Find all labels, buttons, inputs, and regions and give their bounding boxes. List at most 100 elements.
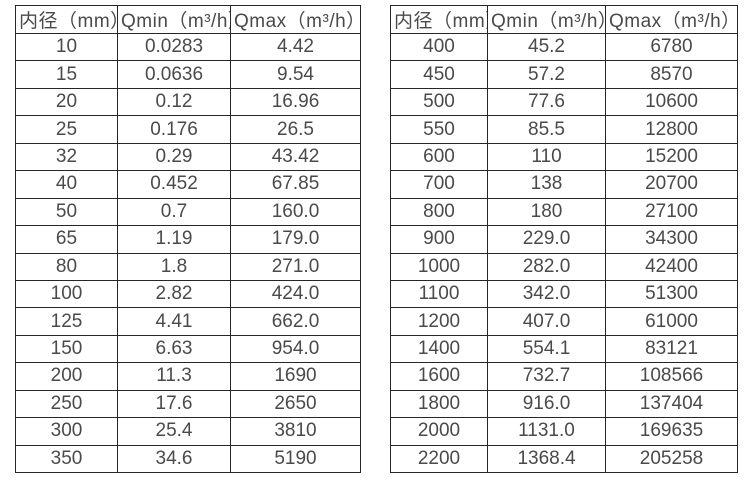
table-cell: 0.12 — [117, 87, 231, 117]
table-header-row: 内径（mm）Qmin（m³/h）Qmax（m³/h） — [390, 5, 738, 34]
column-header: 内径（mm） — [390, 5, 488, 34]
table-cell: 2000 — [390, 417, 488, 446]
table-cell: 9.54 — [230, 60, 361, 89]
table-cell: 67.85 — [230, 170, 361, 199]
table-cell: 45.2 — [487, 32, 606, 62]
table-cell: 600 — [390, 142, 488, 172]
table-cell: 1400 — [390, 334, 488, 364]
table-cell: 300 — [15, 417, 118, 446]
table-cell: 450 — [390, 60, 488, 89]
table-cell: 160.0 — [230, 197, 361, 227]
table-row: 2200 1368.4 205258 — [390, 444, 738, 474]
table-row: 20 0.12 16.96 — [15, 87, 361, 117]
table-row: 150 6.63 954.0 — [15, 334, 361, 364]
table-cell: 3810 — [230, 417, 361, 446]
table-row: 1600 732.7 108566 — [390, 362, 738, 391]
table-row: 100 2.82 424.0 — [15, 279, 361, 309]
table-cell: 916.0 — [487, 389, 606, 419]
table-cell: 80 — [15, 252, 118, 281]
table-cell: 732.7 — [487, 362, 606, 391]
table-cell: 65 — [15, 225, 118, 254]
table-cell: 0.29 — [117, 142, 231, 172]
table-header-row: 内径（mm）Qmin（m³/h）Qmax（m³/h） — [15, 5, 361, 34]
table-row: 32 0.29 43.42 — [15, 142, 361, 172]
table-cell: 15 — [15, 60, 118, 89]
table-header-row: 内径（mm）Qmin（m³/h）Qmax（m³/h） — [15, 5, 361, 34]
table-row: 500 77.6 10600 — [390, 87, 738, 117]
table-cell: 424.0 — [230, 279, 361, 309]
table-cell: 0.452 — [117, 170, 231, 199]
table-cell: 25 — [15, 115, 118, 144]
table-cell: 2.82 — [117, 279, 231, 309]
table-cell: 25.4 — [117, 417, 231, 446]
table-cell: 700 — [390, 170, 488, 199]
table-row: 10 0.0283 4.42 — [15, 32, 361, 62]
table-cell: 6780 — [605, 32, 738, 62]
table-row: 700 138 20700 — [390, 170, 738, 199]
table-cell: 350 — [15, 444, 118, 474]
table-cell: 550 — [390, 115, 488, 144]
table-cell: 51300 — [605, 279, 738, 309]
table-cell: 271.0 — [230, 252, 361, 281]
table-row: 80 1.8 271.0 — [15, 252, 361, 281]
table-cell: 900 — [390, 225, 488, 254]
flow-range-table-small-diameters: 内径（mm）Qmin（m³/h）Qmax（m³/h） 100.02834.421… — [15, 5, 361, 474]
table-cell: 27100 — [605, 197, 738, 227]
column-header: Qmin（m³/h） — [487, 5, 606, 34]
table-row: 50 0.7 160.0 — [15, 197, 361, 227]
table-cell: 8570 — [605, 60, 738, 89]
column-header: Qmax（m³/h） — [230, 5, 361, 34]
column-header: 内径（mm） — [15, 5, 118, 34]
table-cell: 17.6 — [117, 389, 231, 419]
table-cell: 43.42 — [230, 142, 361, 172]
table-cell: 800 — [390, 197, 488, 227]
table-cell: 137404 — [605, 389, 738, 419]
table-cell: 4.41 — [117, 307, 231, 336]
table-cell: 4.42 — [230, 32, 361, 62]
table-cell: 108566 — [605, 362, 738, 391]
table-cell: 1368.4 — [487, 444, 606, 474]
table-cell: 200 — [15, 362, 118, 391]
table-body: 400 45.2 6780 450 57.2 8570 500 77.6 10600 550 85.… — [390, 32, 738, 474]
table-cell: 110 — [487, 142, 606, 172]
table-row: 300 25.4 3810 — [15, 417, 361, 446]
table-row: 1800 916.0 137404 — [390, 389, 738, 419]
table-row: 15 0.0636 9.54 — [15, 60, 361, 89]
table-row: 1000 282.0 42400 — [390, 252, 738, 281]
table-cell: 0.0283 — [117, 32, 231, 62]
table-cell: 1.8 — [117, 252, 231, 281]
table-header-row: 内径（mm）Qmin（m³/h）Qmax（m³/h） — [390, 5, 738, 34]
table-cell: 1690 — [230, 362, 361, 391]
table-cell: 10600 — [605, 87, 738, 117]
table-cell: 150 — [15, 334, 118, 364]
table-row: 400 45.2 6780 — [390, 32, 738, 62]
table-cell: 180 — [487, 197, 606, 227]
table-cell: 1100 — [390, 279, 488, 309]
table-cell: 57.2 — [487, 60, 606, 89]
table-cell: 282.0 — [487, 252, 606, 281]
table-cell: 1131.0 — [487, 417, 606, 446]
table-cell: 77.6 — [487, 87, 606, 117]
column-header: Qmax（m³/h） — [605, 5, 738, 34]
table-cell: 16.96 — [230, 87, 361, 117]
table-cell: 12800 — [605, 115, 738, 144]
table-cell: 11.3 — [117, 362, 231, 391]
table-cell: 400 — [390, 32, 488, 62]
table-cell: 1.19 — [117, 225, 231, 254]
table-cell: 1000 — [390, 252, 488, 281]
table-cell: 250 — [15, 389, 118, 419]
table-cell: 138 — [487, 170, 606, 199]
table-row: 600 110 15200 — [390, 142, 738, 172]
table-cell: 42400 — [605, 252, 738, 281]
table-cell: 229.0 — [487, 225, 606, 254]
table-cell: 662.0 — [230, 307, 361, 336]
table-cell: 954.0 — [230, 334, 361, 364]
table-cell: 2650 — [230, 389, 361, 419]
table-cell: 15200 — [605, 142, 738, 172]
table-cell: 34.6 — [117, 444, 231, 474]
table-body: 10 0.0283 4.42 15 0.0636 9.54 20 0.12 16.96 25 0.1… — [15, 32, 361, 474]
table-row: 65 1.19 179.0 — [15, 225, 361, 254]
table-row: 1200 407.0 61000 — [390, 307, 738, 336]
table-cell: 1600 — [390, 362, 488, 391]
